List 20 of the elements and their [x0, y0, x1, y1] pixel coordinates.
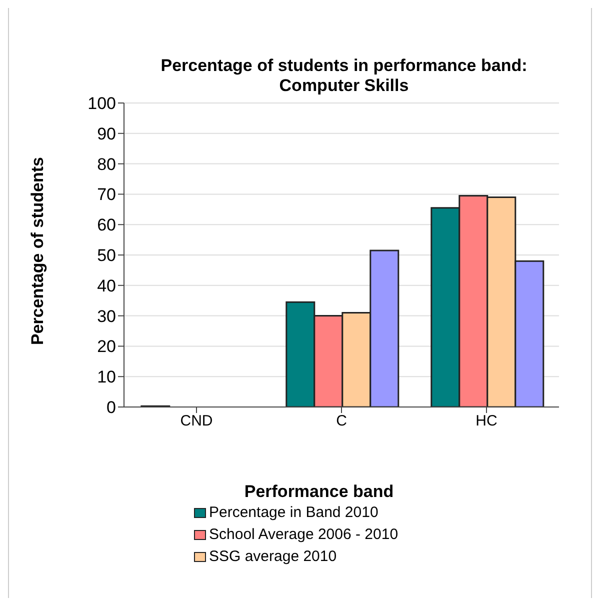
y-tick-label: 30 [97, 306, 116, 326]
x-tick-label: HC [476, 412, 498, 430]
y-tick-label: 70 [97, 185, 116, 204]
y-tick-label: 80 [97, 154, 116, 174]
y-tick-label: 10 [97, 368, 116, 387]
legend-label: SSG average 2010 [209, 548, 338, 565]
y-tick-label: 40 [97, 276, 116, 296]
y-tick-label: 90 [97, 124, 116, 144]
x-axis-title: Performance band [243, 482, 395, 502]
x-tick-label: CND [180, 412, 213, 430]
x-tick-label: C [336, 412, 348, 430]
y-axis-title: Percentage of students [28, 157, 48, 345]
legend-label: Percentage in Band 2010 [209, 504, 380, 521]
y-tick-label: 20 [97, 337, 116, 356]
y-tick-label: 100 [88, 94, 116, 114]
chart-title: Percentage of students in performance band: Computer Skills [160, 56, 528, 96]
y-tick-label: 0 [106, 398, 116, 418]
y-tick-label: 60 [97, 216, 116, 235]
legend-label: School Average 2006 - 2010 [209, 526, 400, 543]
y-tick-label: 50 [97, 246, 116, 266]
